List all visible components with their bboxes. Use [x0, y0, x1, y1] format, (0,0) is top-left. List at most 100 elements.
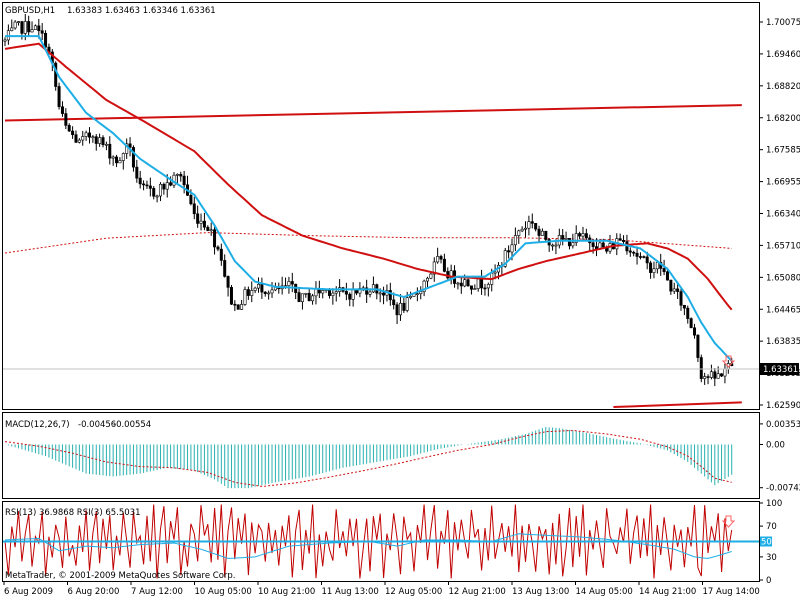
- candle-body: [507, 250, 511, 253]
- macd-tick-label: 0.00: [766, 440, 785, 450]
- price-tick-label: 1.70075: [766, 18, 800, 28]
- candle-body: [30, 29, 34, 33]
- candle-body: [415, 293, 419, 296]
- candle-body: [642, 256, 646, 258]
- candle-body: [483, 287, 487, 290]
- candle-body: [371, 284, 375, 293]
- price-tick-label: 1.66340: [766, 210, 800, 220]
- candle-body: [108, 143, 112, 159]
- candle-body: [192, 203, 196, 215]
- candle-body: [703, 376, 707, 379]
- rsi-tick-label: 0: [766, 576, 771, 586]
- candle-body: [456, 282, 460, 285]
- candle-body: [591, 242, 595, 247]
- candle-body: [267, 292, 271, 295]
- candle-body: [665, 271, 669, 281]
- candle-body: [351, 288, 355, 300]
- candle-body: [209, 229, 213, 232]
- candle-body: [27, 21, 31, 33]
- trendline: [4, 104, 742, 122]
- ema-slow-line: [4, 42, 733, 311]
- candle-body: [365, 287, 369, 295]
- candle-body: [270, 289, 274, 294]
- candle-body: [131, 147, 135, 168]
- candle-body: [601, 242, 605, 248]
- candle-body: [693, 327, 697, 336]
- candle-body: [567, 238, 571, 247]
- candle-body: [439, 256, 443, 260]
- candle-body: [321, 290, 325, 294]
- candle-body: [686, 307, 690, 319]
- candle-body: [706, 376, 710, 378]
- candle-body: [304, 292, 308, 295]
- candle-body: [179, 174, 183, 177]
- candle-body: [253, 287, 257, 291]
- candle-body: [388, 290, 392, 301]
- macd-signal-line: [4, 429, 732, 487]
- moving-average-layer: [4, 35, 733, 362]
- time-tick-label: 14 Aug 21:00: [639, 587, 696, 597]
- candlestick-series: [3, 13, 734, 387]
- candle-body: [449, 270, 453, 279]
- rsi-panel-frame: [2, 501, 760, 582]
- macd-series: 0.00353 0.00 -0.00742: [4, 420, 800, 494]
- symbol-timeframe: GBPUSD,H1: [5, 6, 55, 16]
- price-tick-label: 1.62590: [766, 401, 800, 411]
- candle-body: [307, 292, 311, 302]
- candle-body: [111, 156, 115, 159]
- candle-body: [398, 302, 402, 316]
- candle-body: [517, 230, 521, 236]
- candle-body: [13, 21, 17, 29]
- rsi-series: 100 70 30 0 50: [3, 499, 782, 586]
- time-tick-label: 6 Aug 20:00: [68, 587, 120, 597]
- candle-body: [175, 174, 179, 176]
- candle-body: [199, 220, 203, 224]
- candle-body: [628, 250, 632, 253]
- candle-body: [37, 25, 41, 32]
- candle-body: [223, 260, 227, 277]
- candle-body: [638, 256, 642, 258]
- candle-body: [226, 276, 230, 288]
- candle-body: [263, 291, 267, 295]
- candle-body: [240, 304, 244, 310]
- candle-body: [60, 106, 64, 114]
- candle-body: [145, 184, 149, 187]
- candle-body: [463, 279, 467, 287]
- candle-body: [622, 240, 626, 242]
- candle-body: [699, 357, 703, 379]
- candle-body: [486, 284, 490, 289]
- candle-body: [44, 32, 48, 48]
- copyright-text: MetaTrader, © 2001-2009 MetaQuotes Softw…: [5, 571, 235, 581]
- candle-body: [334, 291, 338, 294]
- candle-body: [155, 195, 159, 198]
- candle-body: [10, 27, 14, 31]
- candle-body: [125, 143, 129, 154]
- candle-body: [378, 292, 382, 295]
- candle-body: [3, 39, 7, 42]
- price-tick-label: 1.63835: [766, 337, 800, 347]
- candle-body: [71, 130, 75, 135]
- candle-body: [679, 291, 683, 306]
- candle-body: [405, 297, 409, 311]
- macd-tick-label: 0.00353: [766, 420, 800, 430]
- price-tick-label: 1.68200: [766, 114, 800, 124]
- candle-body: [682, 304, 686, 309]
- candle-body: [493, 271, 497, 274]
- candle-body: [142, 183, 146, 186]
- main-panel-frame: [2, 2, 760, 410]
- time-tick-label: 10 Aug 05:00: [195, 587, 252, 597]
- candle-body: [148, 185, 152, 189]
- price-tick-label: 1.64465: [766, 305, 800, 315]
- candle-body: [104, 143, 108, 146]
- candle-body: [432, 261, 436, 275]
- candle-body: [57, 86, 61, 108]
- candle-body: [74, 134, 78, 143]
- candle-body: [571, 242, 575, 247]
- candle-body: [520, 228, 524, 232]
- candle-body: [196, 213, 200, 224]
- candle-body: [392, 299, 396, 306]
- candle-body: [618, 238, 622, 241]
- candle-body: [233, 303, 237, 306]
- candle-body: [206, 226, 210, 231]
